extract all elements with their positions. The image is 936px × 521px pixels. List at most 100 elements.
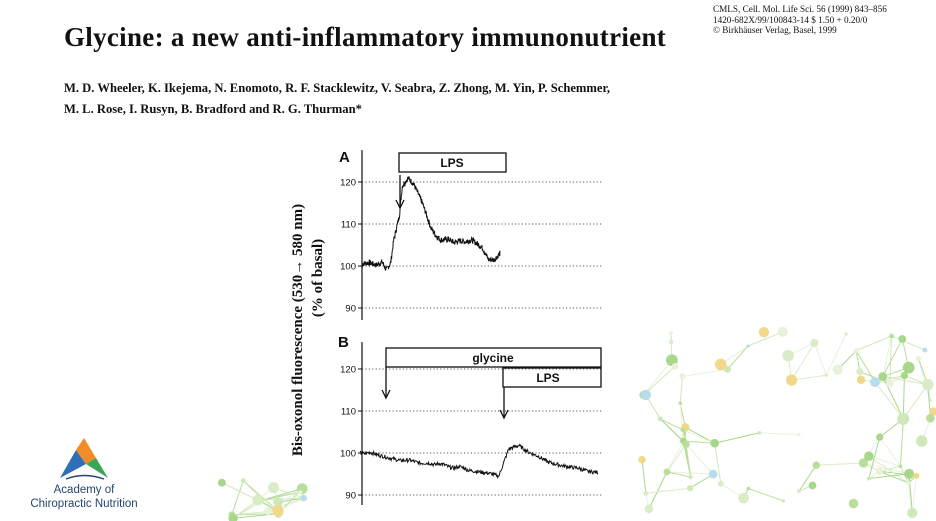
network-edge xyxy=(643,359,673,396)
network-node xyxy=(907,507,918,518)
network-node xyxy=(782,349,794,362)
network-node xyxy=(680,427,686,433)
network-edge xyxy=(643,365,676,396)
y-tick-label: 120 xyxy=(340,178,356,189)
network-edge xyxy=(882,375,928,386)
network-node xyxy=(708,469,718,479)
panel-a-lps-bar: LPS xyxy=(398,152,507,173)
lps-bar-label: LPS xyxy=(440,156,463,170)
network-node xyxy=(898,464,903,469)
network-edge xyxy=(666,443,687,473)
network-node xyxy=(856,375,866,385)
network-node xyxy=(758,327,770,338)
network-node xyxy=(904,468,915,479)
network-edge xyxy=(868,473,910,479)
network-node xyxy=(929,407,936,416)
panel-b-glycine-bar: glycine xyxy=(385,347,602,368)
network-node xyxy=(240,478,246,483)
panel-b-lps-bar: LPS xyxy=(502,367,602,388)
figure-ylabel: Bis-oxonol fluorescence (530→ 580 nm) xyxy=(290,204,306,456)
network-edge xyxy=(641,459,647,494)
network-node xyxy=(668,331,673,336)
network-node xyxy=(781,499,785,503)
y-tick-label: 120 xyxy=(340,365,356,376)
network-edge xyxy=(889,335,893,384)
network-edge xyxy=(879,436,901,467)
logo-line: Academy of xyxy=(53,484,115,496)
network-node xyxy=(272,505,284,517)
network-edge xyxy=(231,480,244,515)
network-node xyxy=(808,481,817,490)
network-edge xyxy=(874,381,904,420)
network-edge xyxy=(856,335,892,352)
network-edge xyxy=(714,443,722,484)
network-node xyxy=(298,490,303,495)
network-edge xyxy=(233,513,279,519)
network-edge xyxy=(262,491,301,501)
network-node xyxy=(926,413,935,423)
network-edge xyxy=(747,331,783,347)
network-edge xyxy=(685,443,714,475)
network-edge xyxy=(648,471,668,510)
network-node xyxy=(643,490,649,496)
network-node xyxy=(717,480,724,487)
network-edge xyxy=(911,475,917,513)
trace-line xyxy=(361,176,501,271)
network-node xyxy=(797,433,801,437)
network-edge xyxy=(908,473,913,513)
network-node xyxy=(688,474,693,480)
y-tick-label: 90 xyxy=(345,304,356,315)
network-node xyxy=(810,338,819,348)
trace-line xyxy=(359,443,599,480)
network-node xyxy=(678,401,683,405)
network-edge xyxy=(891,335,926,351)
network-node xyxy=(928,398,932,402)
network-node xyxy=(228,513,238,521)
network-node xyxy=(723,365,732,373)
network-node xyxy=(679,373,686,380)
network-edge xyxy=(666,471,691,478)
molecular-network-decoration xyxy=(217,326,936,521)
citation-line: 1420-682X/99/100843-14 $ 1.50 + 0.20/0 xyxy=(713,14,868,25)
author-list: M. D. Wheeler, K. Ikejema, N. Enomoto, R… xyxy=(64,78,610,120)
network-node xyxy=(900,371,909,380)
network-node xyxy=(796,489,801,494)
paper-title: Glycine: a new anti-inflammatory immunon… xyxy=(64,22,667,52)
network-edge xyxy=(855,350,876,383)
network-node xyxy=(268,482,279,494)
network-node xyxy=(640,389,652,401)
y-tick-label: 110 xyxy=(341,407,356,418)
network-edge xyxy=(882,335,892,377)
author-line: M. D. Wheeler, K. Ikejema, N. Enomoto, R… xyxy=(64,81,611,95)
network-edge xyxy=(262,488,303,501)
network-node xyxy=(875,467,884,475)
network-edge xyxy=(855,350,861,372)
logo-shape xyxy=(86,458,108,478)
network-node xyxy=(913,472,920,479)
network-node xyxy=(856,368,864,376)
logo-shape xyxy=(60,450,86,478)
glycine-bar-label: glycine xyxy=(472,351,514,365)
network-node xyxy=(832,364,843,375)
network-node xyxy=(902,361,915,374)
network-node xyxy=(848,498,859,509)
network-node xyxy=(898,335,907,343)
journal-citation: CMLS, Cell. Mol. Life Sci. 56 (1999) 843… xyxy=(713,4,887,36)
panel-b-label: B xyxy=(338,334,349,351)
network-node xyxy=(915,356,922,362)
academy-logo-text: Academy of Chiropractic Nutrition xyxy=(24,483,144,511)
y-tick-label: 100 xyxy=(340,262,356,273)
network-edge xyxy=(682,429,715,444)
logo-line: Chiropractic Nutrition xyxy=(30,498,138,510)
network-edge xyxy=(882,338,903,377)
network-node xyxy=(738,492,749,504)
network-node xyxy=(858,458,869,468)
network-node xyxy=(644,504,654,514)
network-edge xyxy=(727,345,749,370)
arrow-head xyxy=(395,199,405,210)
network-node xyxy=(878,372,888,381)
network-edge xyxy=(874,375,905,383)
network-node xyxy=(886,379,894,388)
network-edge xyxy=(748,488,784,502)
network-node xyxy=(922,378,934,391)
